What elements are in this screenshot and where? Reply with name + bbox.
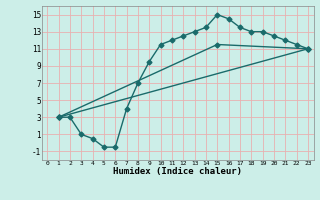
X-axis label: Humidex (Indice chaleur): Humidex (Indice chaleur) bbox=[113, 167, 242, 176]
